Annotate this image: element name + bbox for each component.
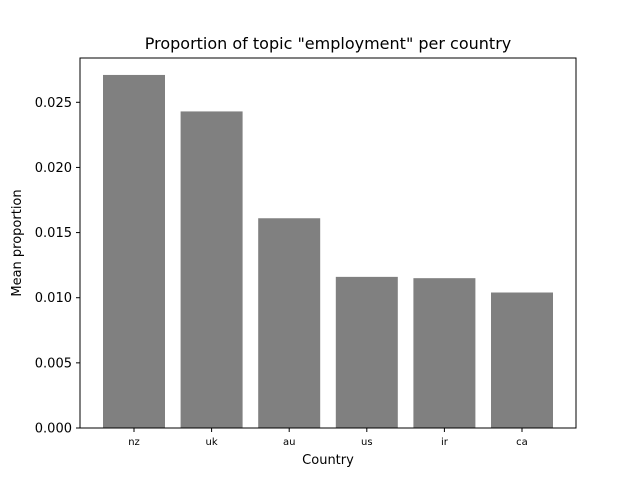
bar-au <box>258 218 321 428</box>
y-axis-ticks: 0.000 0.005 0.010 0.015 0.020 0.025 <box>35 96 80 437</box>
y-axis-label: Mean proportion <box>10 189 25 296</box>
bar-us <box>335 276 398 428</box>
chart-title: Proportion of topic "employment" per cou… <box>145 34 511 53</box>
x-tick-label-au: au <box>283 437 295 448</box>
x-axis-ticks: nz uk au us ir ca <box>128 428 528 448</box>
bar-ca <box>491 292 553 428</box>
y-tick-label: 0.025 <box>35 96 72 111</box>
x-axis-label: Country <box>302 453 354 468</box>
plot-frame <box>79 57 577 429</box>
y-tick-label: 0.005 <box>35 356 72 371</box>
bar-nz <box>103 74 165 428</box>
plot-area: 0.000 0.005 0.010 0.015 0.020 0.025 nz uk au us i… <box>35 57 577 448</box>
bar-ir <box>413 278 476 428</box>
y-tick-label: 0.020 <box>35 161 72 176</box>
y-tick-label: 0.000 <box>35 422 72 437</box>
x-tick-label-ca: ca <box>516 437 528 448</box>
x-tick-label-us: us <box>361 437 373 448</box>
y-tick-label: 0.010 <box>35 291 72 306</box>
x-tick-label-ir: ir <box>441 437 449 448</box>
x-tick-label-nz: nz <box>128 437 140 448</box>
bar-uk <box>180 111 243 429</box>
y-tick-label: 0.015 <box>35 226 72 241</box>
bars-group <box>103 74 553 429</box>
x-tick-label-uk: uk <box>206 437 218 448</box>
